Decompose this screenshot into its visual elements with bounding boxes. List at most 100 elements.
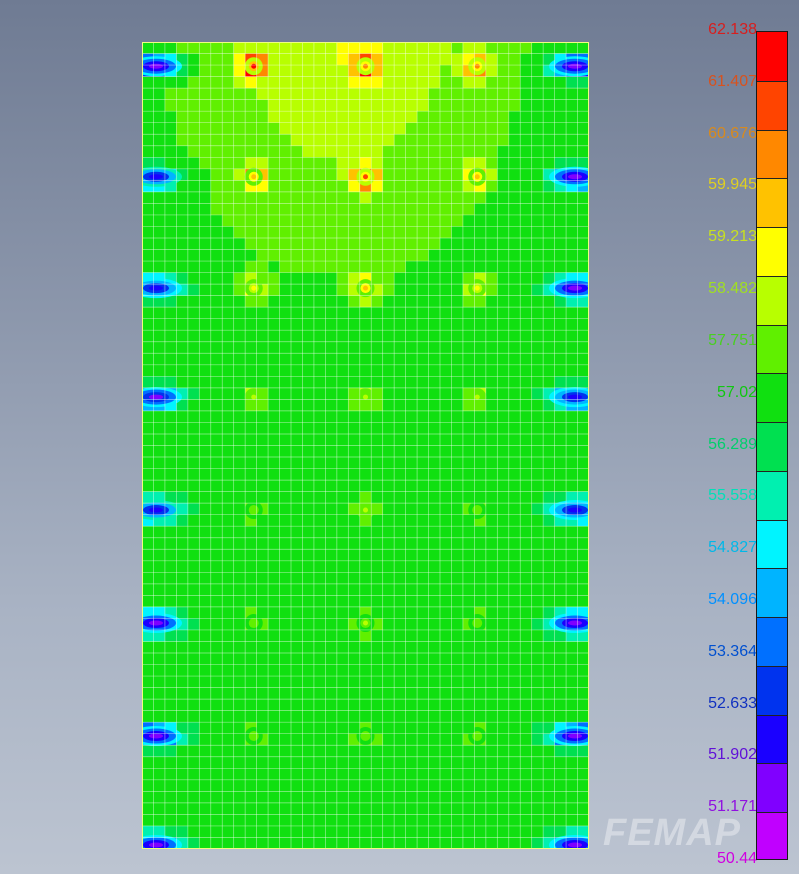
- mesh-cell: [520, 676, 533, 688]
- mesh-cell: [371, 629, 384, 642]
- mesh-cell: [176, 595, 189, 608]
- mesh-cell: [268, 387, 280, 400]
- mesh-cell: [325, 272, 338, 285]
- mesh-cell: [336, 549, 349, 562]
- mesh-cell: [245, 825, 258, 838]
- mesh-cell: [176, 122, 189, 135]
- mesh-cell: [291, 237, 303, 250]
- mesh-cell: [164, 364, 177, 377]
- mesh-cell: [405, 42, 418, 54]
- mesh-cell: [233, 745, 246, 758]
- mesh-cell: [302, 733, 315, 746]
- mesh-cell: [428, 503, 441, 516]
- mesh-cell: [394, 802, 407, 815]
- mesh-cell: [394, 745, 407, 758]
- mesh-cell: [474, 376, 487, 389]
- mesh-cell: [187, 722, 200, 735]
- mesh-cell: [325, 330, 338, 343]
- mesh-cell: [554, 122, 567, 135]
- mesh-cell: [210, 560, 223, 573]
- mesh-cell: [382, 837, 395, 849]
- mesh-cell: [348, 480, 361, 493]
- mesh-cell: [142, 549, 154, 562]
- mesh-cell: [291, 318, 303, 331]
- mesh-cell: [428, 341, 441, 354]
- mesh-cell: [405, 318, 418, 331]
- mesh-cell: [485, 399, 498, 412]
- mesh-cell: [462, 572, 475, 585]
- mesh-cell: [497, 226, 510, 239]
- mesh-cell: [233, 284, 246, 297]
- mesh-cell: [405, 145, 418, 158]
- mesh-cell: [520, 387, 533, 400]
- mesh-cell: [451, 65, 464, 77]
- mesh-cell: [325, 295, 338, 308]
- mesh-cell: [245, 664, 258, 677]
- mesh-cell: [417, 226, 429, 239]
- mesh-cell: [245, 802, 258, 815]
- mesh-cell: [577, 779, 589, 792]
- mesh-cell: [485, 249, 498, 262]
- mesh-cell: [485, 491, 498, 504]
- mesh-cell: [428, 145, 441, 158]
- mesh-cell: [187, 180, 200, 193]
- mesh-cell: [348, 491, 361, 504]
- mesh-cell: [405, 295, 418, 308]
- contour-plot[interactable]: [142, 42, 589, 849]
- mesh-cell: [577, 180, 589, 193]
- mesh-cell: [428, 606, 441, 619]
- mesh-cell: [359, 191, 372, 204]
- mesh-cell: [359, 745, 372, 758]
- mesh-cell: [302, 353, 315, 366]
- mesh-cell: [428, 653, 441, 665]
- mesh-cell: [268, 503, 280, 516]
- mesh-cell: [440, 445, 452, 458]
- mesh-cell: [508, 480, 521, 493]
- mesh-cell: [382, 457, 395, 469]
- mesh-cell: [268, 791, 280, 804]
- mesh-cell: [164, 653, 177, 665]
- mesh-cell: [577, 272, 589, 285]
- mesh-cell: [462, 480, 475, 493]
- mesh-cell: [451, 653, 464, 665]
- mesh-cell: [233, 664, 246, 677]
- mesh-cell: [164, 710, 177, 723]
- mesh-cell: [325, 537, 338, 550]
- mesh-cell: [508, 261, 521, 273]
- mesh-cell: [348, 249, 361, 262]
- mesh-cell: [142, 330, 154, 343]
- mesh-cell: [279, 560, 292, 573]
- mesh-cell: [520, 468, 533, 481]
- mesh-cell: [405, 514, 418, 527]
- mesh-cell: [279, 76, 292, 89]
- mesh-cell: [508, 180, 521, 193]
- mesh-cell: [497, 99, 510, 112]
- mesh-cell: [382, 572, 395, 585]
- cold-spot-mark: [149, 620, 163, 626]
- mesh-cell: [405, 353, 418, 366]
- mesh-cell: [313, 237, 326, 250]
- mesh-cell: [543, 837, 556, 849]
- mesh-cell: [440, 330, 452, 343]
- mesh-cell: [142, 745, 154, 758]
- mesh-cell: [325, 180, 338, 193]
- mesh-cell: [543, 664, 556, 677]
- mesh-cell: [336, 376, 349, 389]
- mesh-cell: [497, 779, 510, 792]
- mesh-cell: [566, 445, 578, 458]
- legend-value-label: 58.482: [708, 280, 757, 298]
- mesh-cell: [508, 237, 521, 250]
- mesh-cell: [210, 376, 223, 389]
- mesh-cell: [153, 802, 166, 815]
- mesh-cell: [462, 583, 475, 596]
- mesh-cell: [291, 745, 303, 758]
- mesh-cell: [394, 664, 407, 677]
- mesh-cell: [336, 353, 349, 366]
- mesh-cell: [520, 572, 533, 585]
- mesh-cell: [222, 468, 235, 481]
- mesh-cell: [153, 583, 166, 596]
- mesh-cell: [313, 560, 326, 573]
- mesh-cell: [462, 353, 475, 366]
- mesh-cell: [405, 191, 418, 204]
